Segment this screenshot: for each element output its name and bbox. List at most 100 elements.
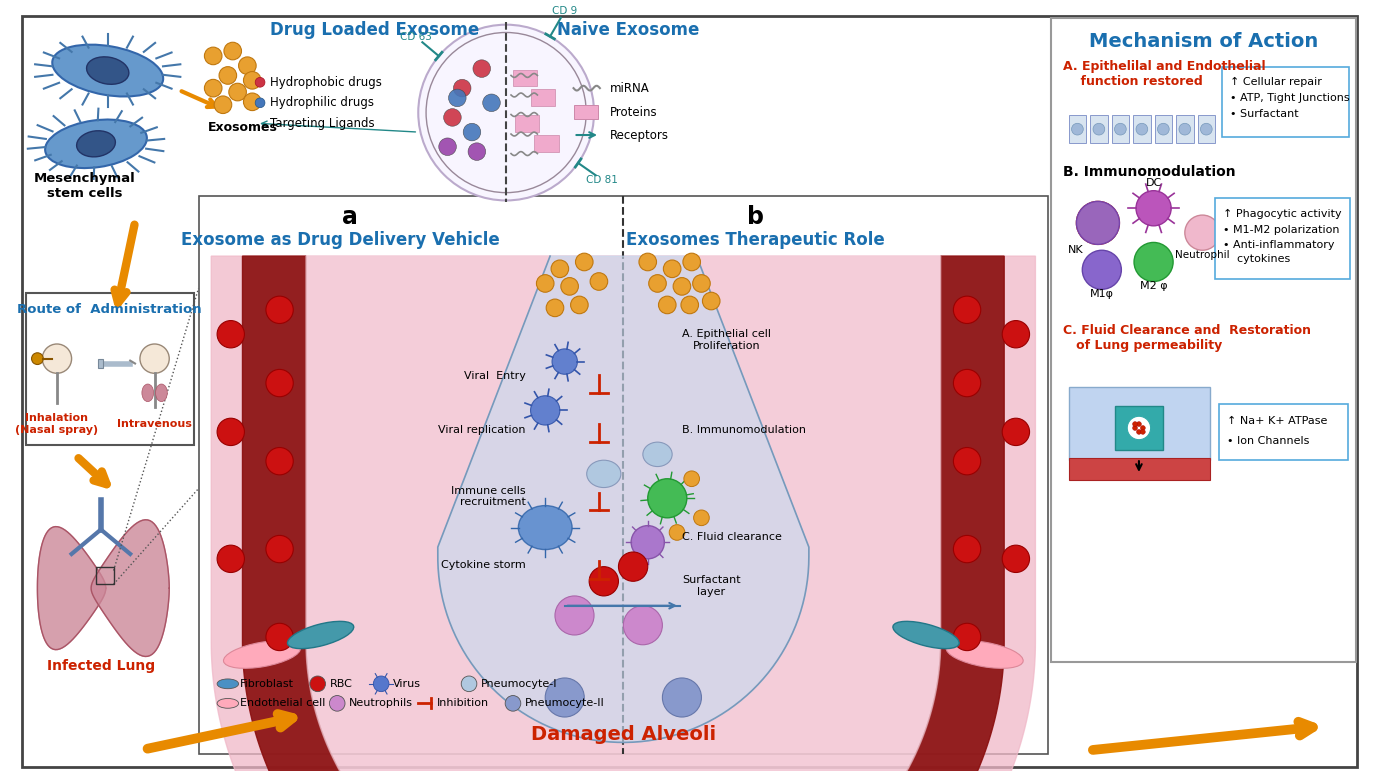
Circle shape <box>546 678 584 717</box>
Circle shape <box>217 418 245 445</box>
Circle shape <box>590 273 608 291</box>
Polygon shape <box>212 256 1035 777</box>
Bar <box>1090 116 1108 143</box>
Text: RBC: RBC <box>330 679 352 689</box>
Text: B. Immunomodulation: B. Immunomodulation <box>1063 166 1235 179</box>
Text: Proteins: Proteins <box>609 106 657 119</box>
Circle shape <box>693 510 710 525</box>
Text: A. Epithelilal and Endothelial
    function restored: A. Epithelilal and Endothelial function … <box>1063 61 1265 89</box>
Bar <box>1220 403 1348 460</box>
Text: DC: DC <box>1145 178 1162 188</box>
Circle shape <box>663 260 681 277</box>
Polygon shape <box>91 520 169 657</box>
Circle shape <box>536 274 554 292</box>
Circle shape <box>454 79 472 97</box>
Circle shape <box>243 93 261 110</box>
Circle shape <box>953 448 980 475</box>
Text: B. Immunomodulation: B. Immunomodulation <box>682 425 806 435</box>
Text: Intravenous: Intravenous <box>117 419 193 429</box>
Bar <box>1111 116 1129 143</box>
Circle shape <box>703 292 720 310</box>
Circle shape <box>683 253 700 270</box>
Bar <box>1155 116 1172 143</box>
Circle shape <box>330 695 345 711</box>
Text: • Anti-inflammatory: • Anti-inflammatory <box>1222 240 1334 250</box>
Circle shape <box>444 109 461 126</box>
Circle shape <box>1137 430 1141 434</box>
Bar <box>573 105 598 120</box>
Text: Viral  Entry: Viral Entry <box>463 371 525 382</box>
Circle shape <box>214 96 232 113</box>
Circle shape <box>1071 124 1084 135</box>
Circle shape <box>623 606 663 645</box>
Text: C. Fluid clearance: C. Fluid clearance <box>682 532 782 542</box>
Circle shape <box>1140 430 1145 434</box>
Circle shape <box>256 78 265 87</box>
Circle shape <box>1137 422 1141 427</box>
Text: C. Fluid Clearance and  Restoration
   of Lung permeability: C. Fluid Clearance and Restoration of Lu… <box>1063 324 1310 352</box>
Circle shape <box>588 566 619 596</box>
Text: Damaged Alveoli: Damaged Alveoli <box>531 725 716 744</box>
Circle shape <box>1133 422 1137 427</box>
Circle shape <box>639 253 656 270</box>
Text: • Ion Channels: • Ion Channels <box>1226 436 1309 446</box>
Text: ↑ Na+ K+ ATPase: ↑ Na+ K+ ATPase <box>1226 416 1327 426</box>
Bar <box>1068 387 1210 460</box>
Bar <box>1216 198 1350 279</box>
Circle shape <box>649 274 667 292</box>
Text: ↑ Cellular repair: ↑ Cellular repair <box>1229 77 1321 87</box>
Ellipse shape <box>155 384 168 402</box>
Bar <box>96 566 114 584</box>
Circle shape <box>265 535 293 563</box>
Bar <box>514 116 539 132</box>
Text: Fibroblast: Fibroblast <box>239 679 293 689</box>
Bar <box>513 70 538 86</box>
Circle shape <box>1185 215 1220 250</box>
Circle shape <box>1077 201 1119 245</box>
Ellipse shape <box>892 622 960 649</box>
Ellipse shape <box>946 641 1023 668</box>
Circle shape <box>461 676 477 692</box>
Bar <box>1115 406 1163 451</box>
Circle shape <box>674 277 690 295</box>
Text: Route of  Administration: Route of Administration <box>18 303 202 316</box>
Circle shape <box>228 83 246 101</box>
Circle shape <box>217 321 245 348</box>
Circle shape <box>374 676 389 692</box>
Circle shape <box>576 253 593 270</box>
Bar <box>531 89 556 106</box>
Text: Exosome as Drug Delivery Vehicle: Exosome as Drug Delivery Vehicle <box>180 232 499 249</box>
Bar <box>198 196 1048 754</box>
Ellipse shape <box>142 384 154 402</box>
Circle shape <box>224 42 242 60</box>
Text: a: a <box>342 205 358 229</box>
Circle shape <box>693 274 711 292</box>
Bar <box>98 359 103 368</box>
Text: Neutrophil: Neutrophil <box>1176 250 1229 260</box>
Text: • Surfactant: • Surfactant <box>1229 109 1298 119</box>
Text: Inhalation
(Nasal spray): Inhalation (Nasal spray) <box>15 413 99 435</box>
Circle shape <box>1133 426 1137 430</box>
Circle shape <box>659 296 676 314</box>
Circle shape <box>265 369 293 397</box>
Circle shape <box>239 57 256 75</box>
Text: CD 81: CD 81 <box>586 175 619 185</box>
Text: Naive Exosome: Naive Exosome <box>557 20 700 39</box>
Circle shape <box>556 596 594 635</box>
Text: b: b <box>747 205 763 229</box>
Ellipse shape <box>644 442 672 466</box>
Text: Inhibition: Inhibition <box>437 699 490 709</box>
Circle shape <box>265 296 293 323</box>
Text: CD 9: CD 9 <box>553 6 578 16</box>
Circle shape <box>43 344 72 373</box>
Circle shape <box>681 296 698 314</box>
Circle shape <box>205 79 221 97</box>
Circle shape <box>1002 418 1030 445</box>
Polygon shape <box>307 256 941 777</box>
Ellipse shape <box>77 131 116 157</box>
Circle shape <box>1158 124 1169 135</box>
Circle shape <box>1136 190 1172 226</box>
Circle shape <box>219 67 236 84</box>
Polygon shape <box>37 527 106 650</box>
Circle shape <box>1128 416 1151 440</box>
